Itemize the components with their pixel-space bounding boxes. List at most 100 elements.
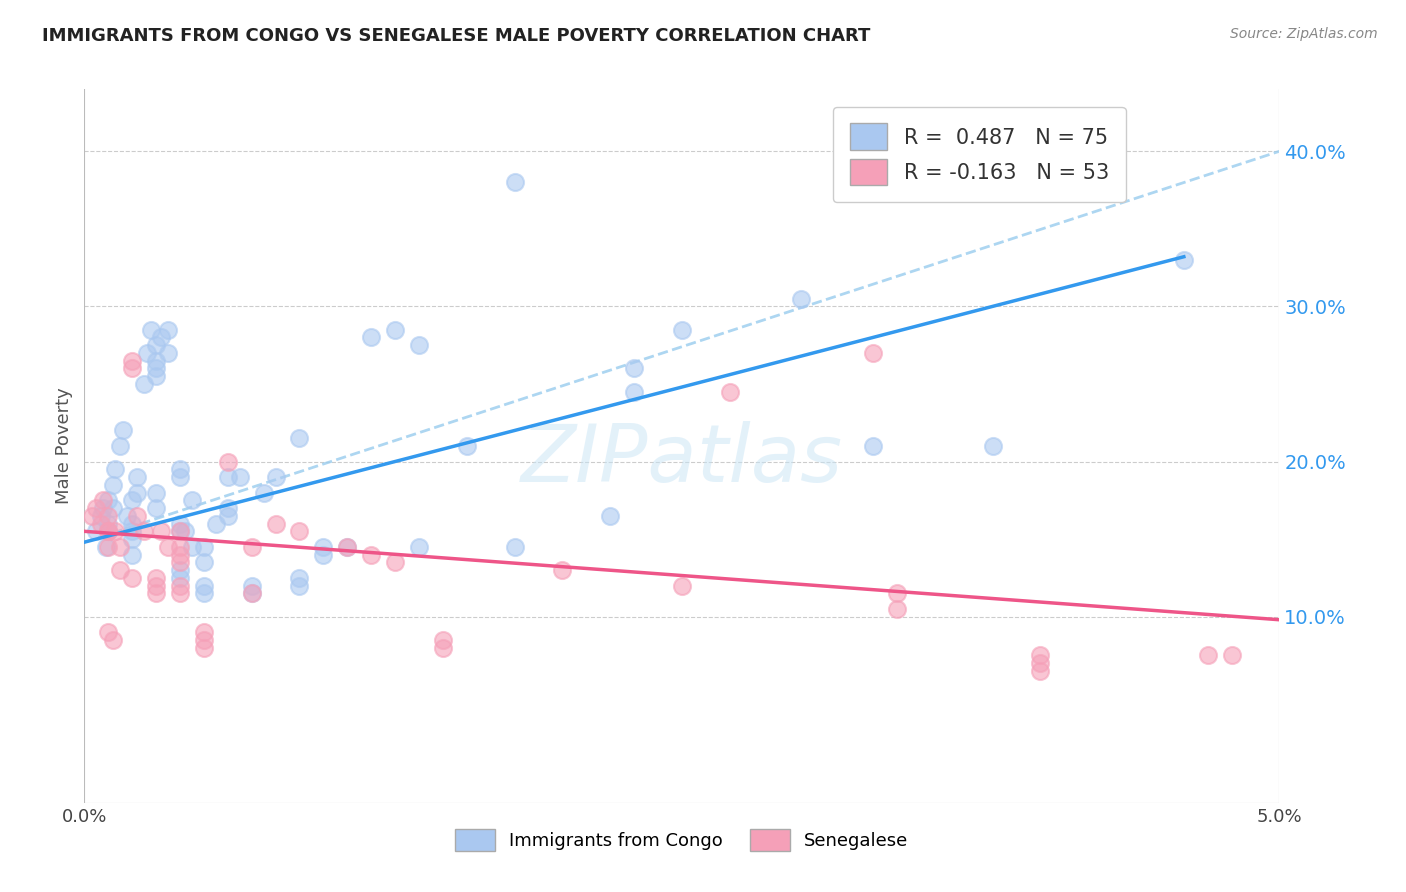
Point — [157, 540, 180, 554]
Point — [360, 330, 382, 344]
Point — [145, 586, 167, 600]
Point — [240, 586, 263, 600]
Point — [718, 384, 741, 399]
Point — [193, 540, 215, 554]
Point — [205, 516, 228, 531]
Point — [217, 454, 239, 468]
Point — [240, 586, 263, 600]
Point — [145, 369, 167, 384]
Point — [145, 361, 167, 376]
Point — [97, 493, 120, 508]
Point — [145, 571, 167, 585]
Point — [1220, 648, 1243, 663]
Point — [169, 516, 191, 531]
Point — [110, 540, 132, 554]
Point — [862, 346, 884, 360]
Point — [94, 540, 117, 554]
Point — [886, 586, 908, 600]
Point — [217, 470, 239, 484]
Point — [312, 540, 335, 554]
Point — [121, 548, 143, 562]
Point — [408, 540, 430, 554]
Point — [169, 563, 191, 577]
Point — [240, 579, 263, 593]
Point — [181, 540, 204, 554]
Point — [264, 470, 287, 484]
Point — [623, 361, 645, 376]
Point — [125, 470, 148, 484]
Point — [97, 524, 120, 539]
Point — [145, 338, 167, 352]
Point — [432, 632, 454, 647]
Point — [360, 548, 382, 562]
Point — [141, 323, 163, 337]
Point — [671, 323, 693, 337]
Text: ZIPatlas: ZIPatlas — [520, 421, 844, 500]
Point — [169, 555, 191, 569]
Point — [217, 508, 239, 523]
Point — [101, 632, 124, 647]
Point — [169, 524, 191, 539]
Point — [432, 640, 454, 655]
Point — [110, 563, 132, 577]
Point — [288, 579, 311, 593]
Point — [104, 524, 127, 539]
Text: Source: ZipAtlas.com: Source: ZipAtlas.com — [1230, 27, 1378, 41]
Point — [97, 524, 120, 539]
Point — [145, 501, 167, 516]
Point — [288, 431, 311, 445]
Text: IMMIGRANTS FROM CONGO VS SENEGALESE MALE POVERTY CORRELATION CHART: IMMIGRANTS FROM CONGO VS SENEGALESE MALE… — [42, 27, 870, 45]
Point — [503, 540, 526, 554]
Point — [456, 439, 478, 453]
Point — [97, 540, 120, 554]
Point — [121, 361, 143, 376]
Point — [97, 524, 120, 539]
Point — [1029, 664, 1052, 678]
Point — [169, 571, 191, 585]
Point — [135, 346, 157, 360]
Point — [228, 470, 252, 484]
Point — [288, 524, 311, 539]
Point — [288, 571, 311, 585]
Y-axis label: Male Poverty: Male Poverty — [55, 388, 73, 504]
Point — [336, 540, 359, 554]
Point — [551, 563, 574, 577]
Point — [121, 532, 143, 546]
Point — [193, 640, 215, 655]
Point — [97, 625, 120, 640]
Point — [132, 524, 156, 539]
Point — [181, 493, 204, 508]
Point — [169, 579, 191, 593]
Point — [1173, 252, 1195, 267]
Point — [217, 501, 239, 516]
Point — [125, 508, 148, 523]
Point — [145, 353, 167, 368]
Point — [790, 292, 813, 306]
Point — [169, 586, 191, 600]
Point — [193, 579, 215, 593]
Point — [384, 323, 406, 337]
Point — [671, 579, 693, 593]
Point — [121, 571, 143, 585]
Point — [121, 353, 143, 368]
Point — [86, 501, 108, 516]
Point — [132, 376, 156, 391]
Point — [173, 524, 195, 539]
Point — [121, 516, 143, 531]
Point — [111, 424, 134, 438]
Point — [193, 555, 215, 569]
Point — [169, 548, 191, 562]
Point — [97, 516, 120, 531]
Point — [80, 508, 103, 523]
Point — [110, 439, 132, 453]
Point — [623, 384, 645, 399]
Point — [981, 439, 1004, 453]
Point — [886, 602, 908, 616]
Point — [121, 524, 143, 539]
Point — [125, 485, 148, 500]
Point — [101, 477, 124, 491]
Point — [312, 548, 335, 562]
Point — [503, 175, 526, 189]
Point — [193, 632, 215, 647]
Point — [101, 501, 124, 516]
